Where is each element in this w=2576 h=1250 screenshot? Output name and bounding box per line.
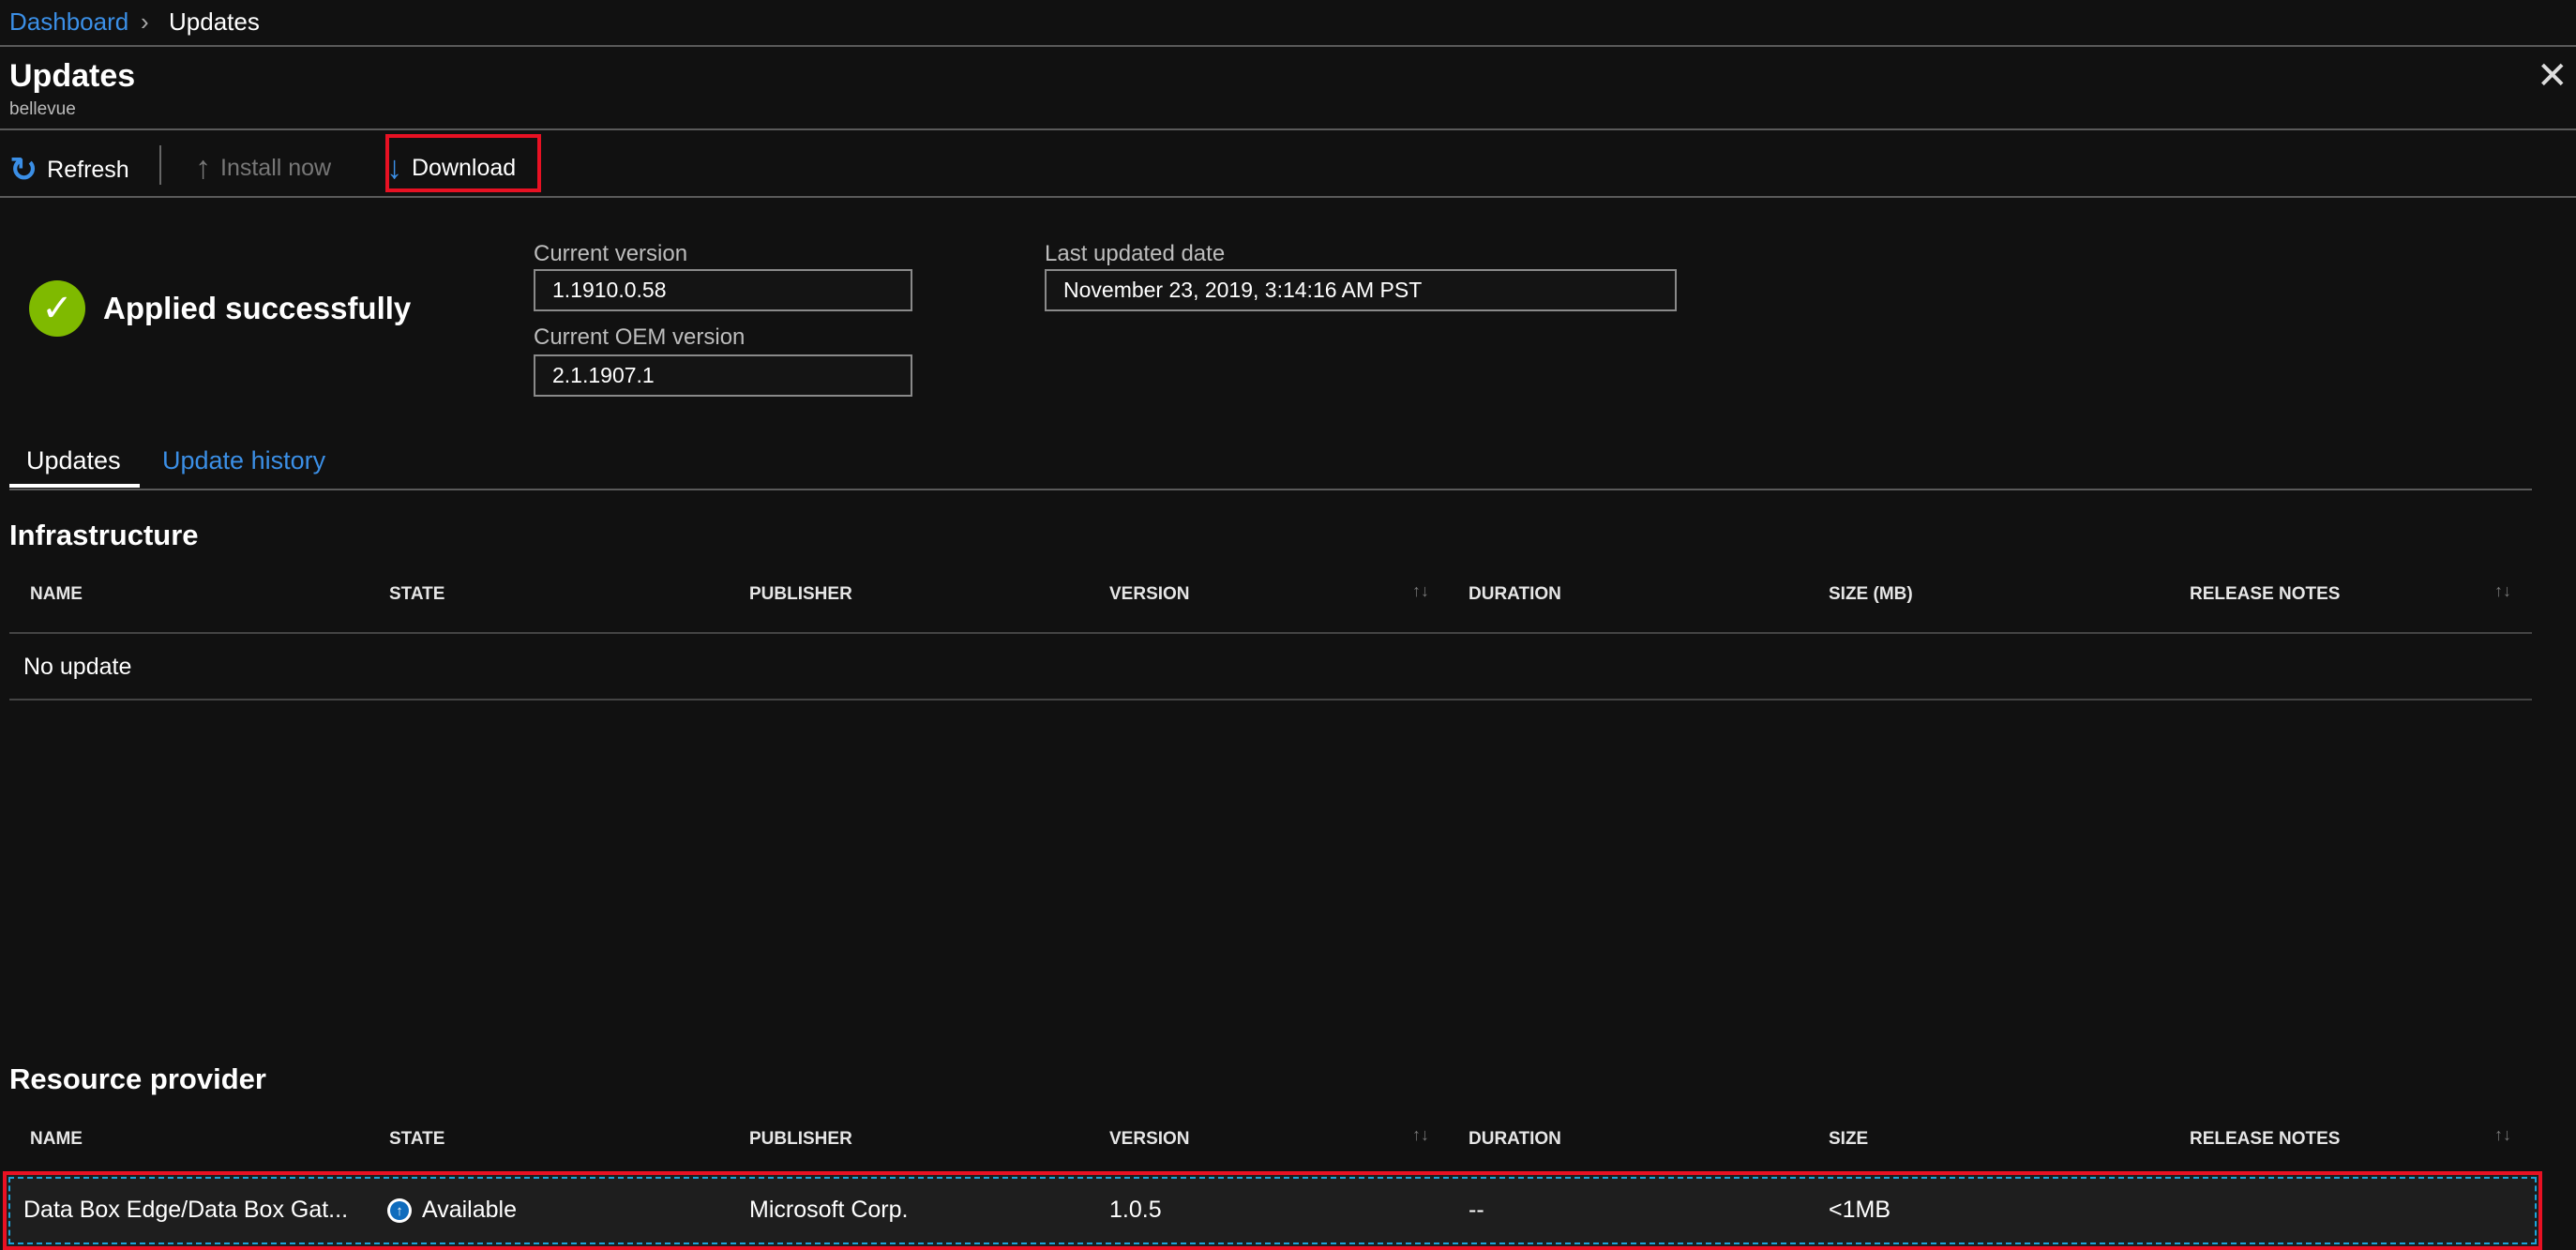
column-duration[interactable]: DURATION <box>1469 1129 1561 1149</box>
row-version: 1.0.5 <box>1109 1197 1162 1223</box>
column-state[interactable]: STATE <box>389 1129 445 1149</box>
tab-update-history[interactable]: Update history <box>162 446 326 474</box>
refresh-icon: ↻ <box>9 150 38 188</box>
divider <box>0 45 2576 47</box>
resource-provider-heading: Resource provider <box>9 1062 266 1095</box>
empty-message: No update <box>23 654 132 680</box>
column-state[interactable]: STATE <box>389 584 445 604</box>
infrastructure-heading: Infrastructure <box>9 519 199 551</box>
active-tab-indicator <box>9 484 140 488</box>
success-check-icon: ✓ <box>29 280 85 337</box>
row-size: <1MB <box>1829 1197 1891 1223</box>
row-duration: -- <box>1469 1197 1484 1223</box>
tab-updates[interactable]: Updates <box>26 446 121 474</box>
divider <box>9 632 2532 634</box>
divider <box>0 128 2576 130</box>
last-updated-label: Last updated date <box>1045 241 1226 266</box>
column-release-notes[interactable]: RELEASE NOTES <box>2190 584 2341 604</box>
row-publisher: Microsoft Corp. <box>749 1197 909 1223</box>
status-text: Applied successfully <box>103 291 412 325</box>
refresh-button[interactable]: ↻ Refresh <box>9 150 129 189</box>
column-publisher[interactable]: PUBLISHER <box>749 1129 852 1149</box>
column-name[interactable]: NAME <box>30 584 83 604</box>
current-oem-field: 2.1.1907.1 <box>534 354 912 397</box>
divider <box>9 489 2532 490</box>
column-name[interactable]: NAME <box>30 1129 83 1149</box>
close-icon[interactable]: ✕ <box>2537 55 2568 97</box>
page-subtitle: bellevue <box>9 99 76 119</box>
last-updated-field: November 23, 2019, 3:14:16 AM PST <box>1045 269 1677 311</box>
current-version-label: Current version <box>534 241 688 266</box>
table-row[interactable] <box>3 1171 2542 1250</box>
highlight-box <box>385 134 541 192</box>
install-now-button[interactable]: ↑ Install now <box>195 150 331 187</box>
row-name[interactable]: Data Box Edge/Data Box Gat... <box>23 1197 349 1223</box>
download-label: Download <box>412 155 517 181</box>
divider <box>9 699 2532 700</box>
row-state: Available <box>422 1197 518 1223</box>
arrow-down-icon: ↓ <box>386 150 402 186</box>
refresh-label: Refresh <box>47 156 129 183</box>
column-version[interactable]: VERSION <box>1109 584 1190 604</box>
column-publisher[interactable]: PUBLISHER <box>749 584 852 604</box>
column-duration[interactable]: DURATION <box>1469 584 1561 604</box>
sort-icon[interactable]: ↑↓ <box>2494 581 2511 600</box>
column-size[interactable]: SIZE <box>1829 1129 1869 1149</box>
sort-icon[interactable]: ↑↓ <box>1412 581 1429 600</box>
current-version-field: 1.1910.0.58 <box>534 269 912 311</box>
sort-icon[interactable]: ↑↓ <box>1412 1125 1429 1144</box>
current-oem-label: Current OEM version <box>534 324 746 350</box>
divider <box>0 196 2576 198</box>
arrow-up-icon: ↑ <box>195 150 211 186</box>
focus-outline <box>8 1177 2537 1244</box>
column-release-notes[interactable]: RELEASE NOTES <box>2190 1129 2341 1149</box>
sort-icon[interactable]: ↑↓ <box>2494 1125 2511 1144</box>
breadcrumb-current: Updates <box>169 8 260 36</box>
available-icon: ↑ <box>387 1198 412 1223</box>
chevron-right-icon: › <box>141 8 149 36</box>
column-size[interactable]: SIZE (MB) <box>1829 584 1913 604</box>
column-version[interactable]: VERSION <box>1109 1129 1190 1149</box>
page-title: Updates <box>9 58 136 94</box>
download-button[interactable]: ↓ Download <box>386 150 516 187</box>
toolbar-separator <box>159 145 161 185</box>
install-now-label: Install now <box>220 155 332 181</box>
breadcrumb-dashboard[interactable]: Dashboard <box>9 8 129 36</box>
